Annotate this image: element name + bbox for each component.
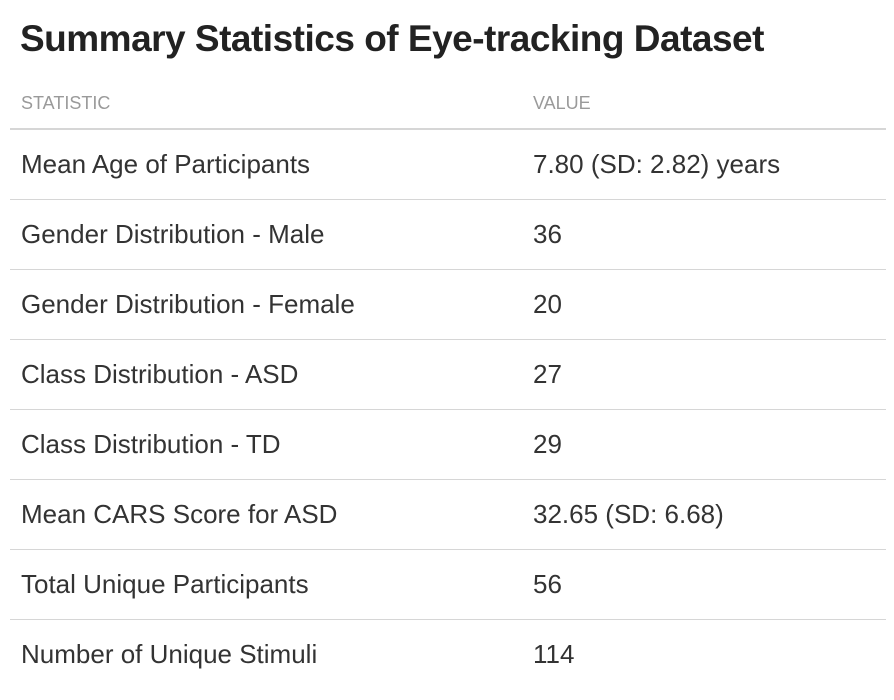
statistic-cell: Mean CARS Score for ASD bbox=[10, 479, 522, 550]
table-header: STATISTIC VALUE bbox=[10, 78, 886, 130]
statistic-cell: Mean Age of Participants bbox=[10, 129, 522, 200]
statistic-cell: Class Distribution - ASD bbox=[10, 339, 522, 410]
header-row: STATISTIC VALUE bbox=[10, 78, 886, 130]
statistic-cell: Gender Distribution - Male bbox=[10, 199, 522, 270]
statistic-cell: Gender Distribution - Female bbox=[10, 269, 522, 340]
table-row: Number of Unique Stimuli 114 bbox=[10, 620, 886, 690]
value-cell: 32.65 (SD: 6.68) bbox=[522, 479, 886, 550]
table-row: Class Distribution - ASD 27 bbox=[10, 339, 886, 410]
statistic-cell: Number of Unique Stimuli bbox=[21, 639, 318, 669]
table-row: Class Distribution - TD 29 bbox=[10, 409, 886, 480]
value-cell: 20 bbox=[522, 269, 886, 340]
statistic-cell: Total Unique Participants bbox=[10, 549, 522, 620]
value-cell: 114 bbox=[533, 639, 575, 669]
table-body: Mean Age of Participants 7.80 (SD: 2.82) … bbox=[10, 129, 886, 689]
value-cell: 29 bbox=[522, 409, 886, 480]
table-row: Mean Age of Participants 7.80 (SD: 2.82) … bbox=[10, 129, 886, 200]
statistic-cell: Class Distribution - TD bbox=[10, 409, 522, 480]
table-row: Total Unique Participants 56 bbox=[10, 549, 886, 620]
column-header-statistic: STATISTIC bbox=[10, 78, 522, 130]
summary-table: STATISTIC VALUE Mean Age of Participants… bbox=[10, 78, 886, 689]
value-cell: 27 bbox=[522, 339, 886, 410]
table-row: Gender Distribution - Female 20 bbox=[10, 269, 886, 340]
value-cell: 36 bbox=[522, 199, 886, 270]
table-row: Mean CARS Score for ASD 32.65 (SD: 6.68) bbox=[10, 479, 886, 550]
table-row: Gender Distribution - Male 36 bbox=[10, 199, 886, 270]
value-cell: 7.80 (SD: 2.82) years bbox=[522, 129, 886, 200]
column-header-value: VALUE bbox=[522, 78, 886, 130]
table-title: Summary Statistics of Eye-tracking Datas… bbox=[20, 18, 764, 59]
value-cell: 56 bbox=[522, 549, 886, 620]
